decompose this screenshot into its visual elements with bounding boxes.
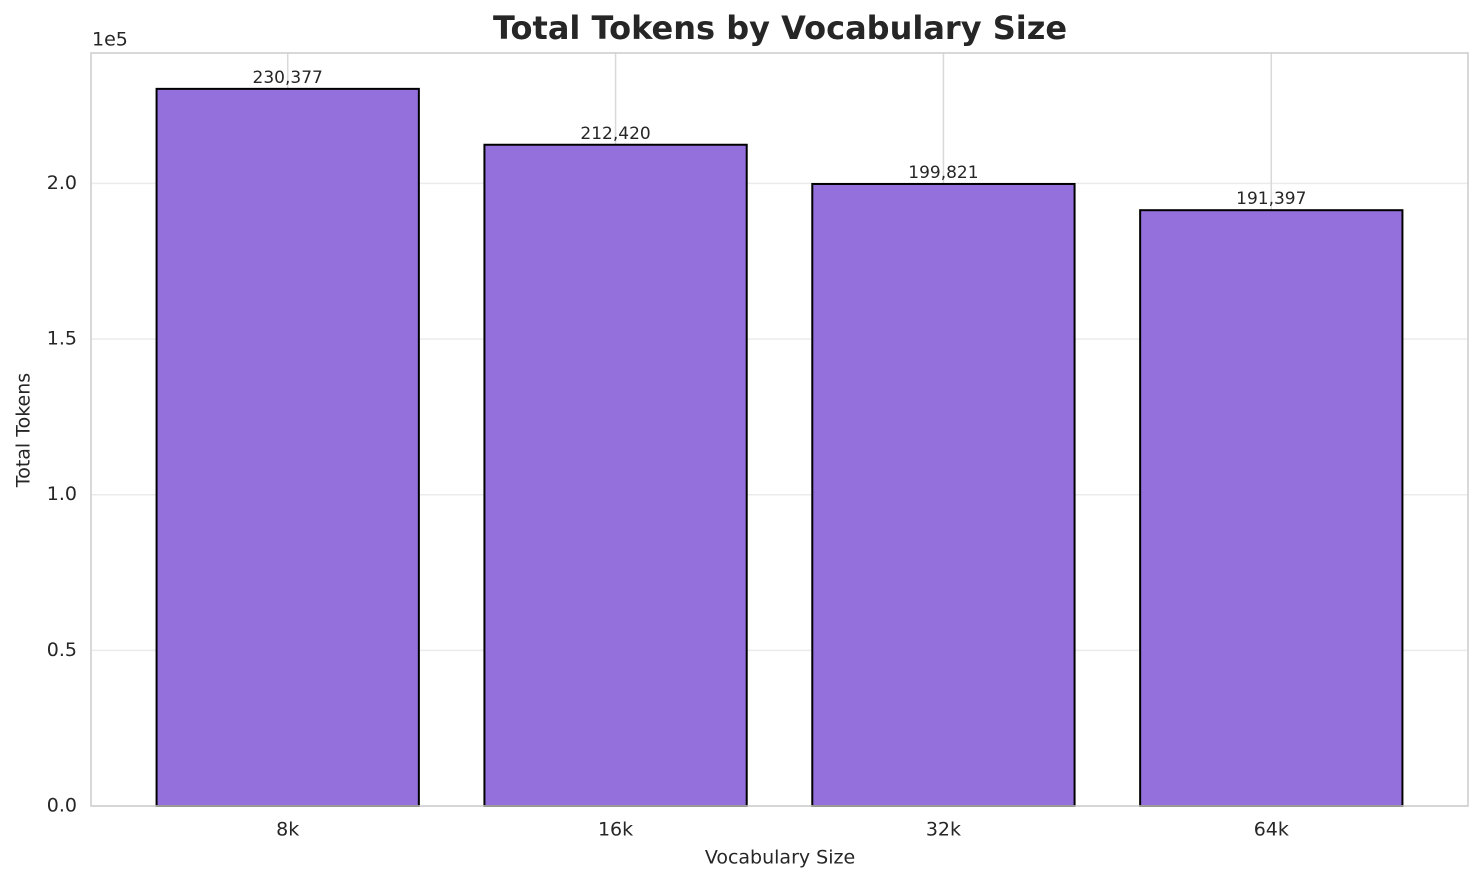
y-axis-label: Total Tokens (13, 373, 35, 488)
y-tick-label: 0.5 (47, 639, 77, 661)
y-tick-label: 1.5 (47, 328, 77, 350)
bar (1139, 209, 1404, 808)
y-offset-label: 1e5 (92, 29, 128, 51)
x-axis-label: Vocabulary Size (705, 847, 855, 869)
x-tick-label: 32k (926, 819, 961, 841)
chart-title: Total Tokens by Vocabulary Size (493, 9, 1067, 47)
value-label: 199,821 (908, 163, 978, 183)
value-label: 212,420 (580, 124, 650, 144)
value-label: 191,397 (1236, 189, 1306, 209)
bar (483, 143, 748, 807)
value-label: 230,377 (253, 68, 323, 88)
y-tick-label: 0.0 (47, 795, 77, 817)
y-tick-label: 2.0 (47, 172, 77, 194)
bar (155, 87, 420, 807)
x-tick-label: 8k (276, 819, 299, 841)
bar (811, 182, 1076, 808)
plot-frame (90, 52, 1469, 807)
x-tick-label: 64k (1254, 819, 1289, 841)
x-tick-label: 16k (598, 819, 633, 841)
y-tick-label: 1.0 (47, 483, 77, 505)
